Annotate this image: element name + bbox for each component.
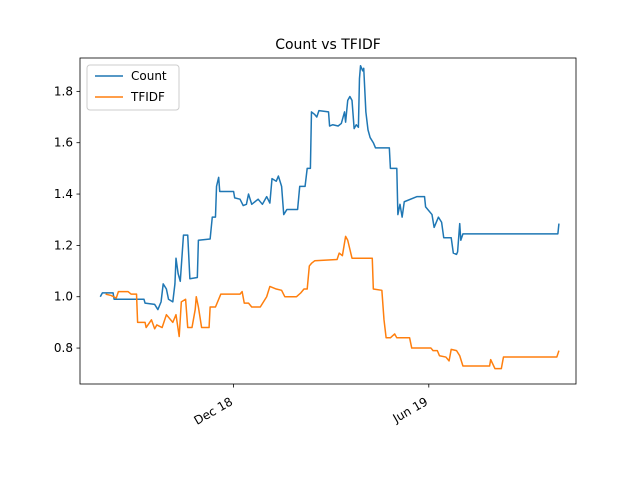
series-line-count xyxy=(99,64,560,311)
y-tick-label: 1.4 xyxy=(54,187,73,201)
legend-label-tfidf: TFIDF xyxy=(130,90,165,104)
y-tick-label: 0.8 xyxy=(54,341,73,355)
axes-frame xyxy=(79,57,577,385)
legend-label-count: Count xyxy=(131,69,167,83)
y-tick-label: 1.6 xyxy=(54,136,73,150)
y-tick-label: 1.2 xyxy=(54,238,73,252)
y-tick-label: 1.8 xyxy=(54,84,73,98)
chart-title: Count vs TFIDF xyxy=(275,37,381,53)
series-line-tfidf xyxy=(105,235,560,370)
y-tick-label: 1.0 xyxy=(54,290,73,304)
